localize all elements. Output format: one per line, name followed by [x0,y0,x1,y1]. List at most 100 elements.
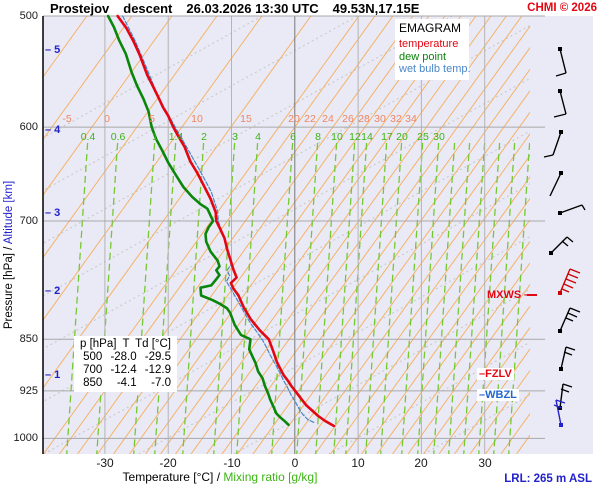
isotherm-line [438,326,530,454]
isotherm-line [423,305,530,454]
isotherm-line [268,89,530,454]
isotherm-value-label: 24 [322,113,334,125]
isotherm-value-label: 28 [358,113,370,125]
isotherm-value-label: 22 [304,113,316,125]
isotherm-line [330,176,530,454]
mixing-ratio-line [96,142,119,454]
legend-item-wet-bulb: wet bulb temp. [399,63,471,75]
x-axis-title: Temperature [°C] / Mixing ratio [g/kg] [0,470,440,484]
isotherm-line [407,283,530,454]
wet-bulb-curve [122,15,316,424]
isotherm-line [345,197,530,454]
mixing-ratio-axis-label: Mixing ratio [g/kg] [223,470,318,484]
table-row: 500 -28.0 -29.5 [83,351,171,363]
pressure-tick-label: 700 [19,215,38,227]
mixing-ratio-value-label: 0.6 [110,131,126,143]
chart-legend: EMAGRAM temperature dew point wet bulb t… [395,19,471,80]
temperature-tick-label: -20 [159,456,177,470]
sounding-datetime: 26.03.2026 13:30 UTC [186,1,319,16]
col-temperature: T [122,338,130,350]
mxws-marker: MXWS — [487,289,536,301]
isotherm-line [376,240,530,454]
col-pressure: p [hPa] [80,338,117,350]
wind-barb [553,399,566,427]
wind-barb [558,204,586,215]
mixing-ratio-line [182,142,205,454]
isotherm-value-label: 34 [405,113,417,125]
temperature-tick-label: 20 [414,456,428,470]
pseudo-adiabat-line [43,16,263,139]
pressure-tick-label: 500 [19,10,38,22]
table-row: 850 -4.1 -7.0 [83,377,171,389]
mixing-ratio-line [213,142,236,454]
pressure-tick-label: 1000 [13,432,38,444]
isotherm-line [469,369,530,454]
mixing-ratio-line [463,142,486,454]
isotherm-line [454,348,530,454]
isotherm-line [252,68,530,454]
wind-barb [559,346,576,371]
station-coords: 49.53N,17.15E [332,1,420,16]
mixing-ratio-line [154,142,177,454]
mixing-ratio-line [478,142,501,454]
isotherm-value-label: 20 [288,113,300,125]
altitude-tick-label: – 5 [45,44,61,56]
temperature-curve [116,14,336,428]
mixing-ratio-value-label: 25 [417,131,429,143]
mixing-ratio-value-label: 2 [201,131,207,143]
mixing-ratio-line [380,142,403,454]
mixing-ratio-line [315,142,338,454]
isotherm-line [314,154,530,454]
mixing-ratio-value-label: 14 [361,131,373,143]
pseudo-adiabat-line [43,16,453,245]
isotherm-value-label: 32 [390,113,402,125]
mixing-ratio-line [493,142,516,454]
isotherm-line [160,16,477,454]
pressure-tick-label: 850 [19,333,38,345]
mixing-ratio-value-label: 10 [331,131,343,143]
mixing-ratio-value-label: 20 [396,131,408,143]
isotherm-value-label: 10 [191,113,203,125]
temperature-tick-label: 0 [291,456,299,470]
mixing-ratio-value-label: 8 [315,131,321,143]
wind-barb [558,383,573,410]
mixing-ratio-line [345,142,368,454]
mixing-ratio-line [448,142,471,454]
legend-title: EMAGRAM [399,21,462,35]
station-name: Prostejov [50,1,110,16]
dew-point-curve [106,14,290,427]
isotherm-line [283,111,530,454]
copyright-label: CHMI © 2026 [527,2,597,14]
isotherm-line [392,262,530,454]
pressure-axis-label: Pressure [hPa] [3,253,15,330]
wind-barb [549,236,574,255]
isotherm-line [43,16,312,389]
wind-barb [549,171,563,197]
isotherm-value-label: -5 [62,113,72,125]
mixing-ratio-line [133,142,156,454]
mixing-ratio-value-label: 1 [152,131,158,143]
isotherm-line [43,16,263,321]
legend-item-dew-point: dew point [399,50,447,63]
mixing-ratio-line [236,142,259,454]
pressure-tick-label: 925 [19,385,38,397]
mixing-ratio-value-label: 0.4 [80,131,96,143]
mixing-ratio-value-label: 3 [232,131,238,143]
page-title: Prostejov descent 26.03.2026 13:30 UTC 49.5… [50,1,433,16]
temperature-axis-label: Temperature [°C] / [122,470,221,484]
altitude-axis-label: Altitude [km] [3,180,15,245]
isotherm-line [175,16,492,454]
fzlv-marker: –FZLV [477,368,514,380]
pseudo-adiabat-line [43,77,530,350]
isotherm-value-label: 26 [342,113,354,125]
isotherm-line [299,133,530,454]
isotherm-value-label: 30 [374,113,386,125]
mixing-ratio-value-label: 30 [433,131,445,143]
pseudo-adiabat-line [233,288,530,454]
wind-barb [555,47,567,77]
isotherm-line [43,16,173,196]
isotherm-line [43,16,218,259]
pseudo-adiabat-line [138,235,530,454]
